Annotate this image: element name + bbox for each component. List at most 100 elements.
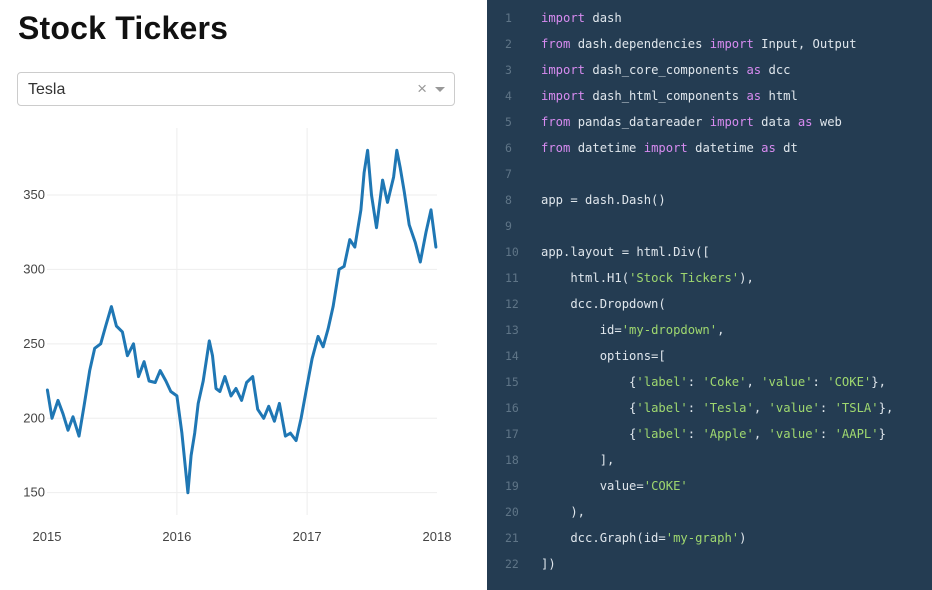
code-token: 'label' <box>636 427 688 441</box>
code-token: 'COKE' <box>643 479 688 493</box>
code-token: } <box>878 427 886 441</box>
code-token: html <box>761 89 798 103</box>
code-token: { <box>541 401 637 415</box>
code-token: pandas_datareader <box>570 115 710 129</box>
code-token: 'AAPL' <box>834 427 879 441</box>
line-number: 17 <box>505 427 519 441</box>
code-token: dcc.Dropdown( <box>541 297 666 311</box>
code-text: app.layout = html.Div([ <box>541 239 710 265</box>
x-tick-label: 2015 <box>33 529 62 544</box>
line-number: 1 <box>505 11 512 25</box>
x-tick-label: 2016 <box>162 529 191 544</box>
code-token: , <box>753 401 769 415</box>
code-text: from datetime import datetime as dt <box>541 135 798 161</box>
code-text: ), <box>541 499 585 525</box>
line-number: 6 <box>505 141 512 155</box>
code-text: value='COKE' <box>541 473 688 499</box>
y-tick-label: 350 <box>23 187 45 202</box>
code-token: : <box>687 375 703 389</box>
code-token: 'Tesla' <box>702 401 754 415</box>
code-text: {'label': 'Tesla', 'value': 'TSLA'}, <box>541 395 893 421</box>
x-tick-label: 2018 <box>423 529 452 544</box>
code-panel: 1 import dash 2 from dash.dependencies impo… <box>487 0 932 590</box>
code-token: ]) <box>541 557 556 571</box>
code-token: dash <box>585 11 622 25</box>
code-token: import <box>643 141 688 155</box>
code-token: 'COKE' <box>827 375 872 389</box>
code-token: import <box>541 11 586 25</box>
code-token: , <box>746 375 762 389</box>
line-number: 18 <box>505 453 519 467</box>
y-tick-label: 300 <box>23 261 45 276</box>
line-number: 5 <box>505 115 512 129</box>
line-number: 3 <box>505 63 512 77</box>
code-token: ) <box>739 531 747 545</box>
code-token: : <box>687 401 703 415</box>
code-token: }, <box>871 375 886 389</box>
code-token: dcc.Graph(id= <box>541 531 666 545</box>
code-token: import <box>709 115 754 129</box>
code-token: { <box>541 427 637 441</box>
code-token: html.H1( <box>541 271 630 285</box>
code-token: datetime <box>570 141 644 155</box>
code-token: 'label' <box>636 401 688 415</box>
code-token: import <box>541 63 586 77</box>
code-token: import <box>709 37 754 51</box>
line-number: 11 <box>505 271 519 285</box>
code-token: dash_html_components <box>585 89 747 103</box>
code-token: ), <box>739 271 754 285</box>
app-panel: Stock Tickers Tesla × 150 200 250 300 350 201… <box>0 0 487 590</box>
code-token: 'label' <box>636 375 688 389</box>
code-token: , <box>753 427 769 441</box>
code-token: 'Apple' <box>702 427 754 441</box>
code-token: options=[ <box>541 349 666 363</box>
code-token: app = dash.Dash() <box>541 193 666 207</box>
code-token: as <box>746 63 762 77</box>
stock-chart[interactable]: 150 200 250 300 350 2015 2016 2017 2018 <box>0 0 487 590</box>
code-text: html.H1('Stock Tickers'), <box>541 265 754 291</box>
line-number: 9 <box>505 219 512 233</box>
y-tick-label: 200 <box>23 410 45 425</box>
code-token: as <box>746 89 762 103</box>
line-number: 16 <box>505 401 519 415</box>
code-text: import dash_core_components as dcc <box>541 57 791 83</box>
code-token: 'my-graph' <box>665 531 740 545</box>
chevron-down-icon[interactable] <box>435 87 445 92</box>
code-text: app = dash.Dash() <box>541 187 666 213</box>
line-number: 20 <box>505 505 519 519</box>
line-number: 10 <box>505 245 519 259</box>
code-token: dash_core_components <box>585 63 747 77</box>
code-token: as <box>797 115 813 129</box>
code-text: id='my-dropdown', <box>541 317 725 343</box>
code-token: from <box>541 115 571 129</box>
code-token: web <box>812 115 842 129</box>
code-token: , <box>717 323 725 337</box>
line-number: 21 <box>505 531 519 545</box>
code-token: from <box>541 141 571 155</box>
line-number: 13 <box>505 323 519 337</box>
code-token: dt <box>775 141 798 155</box>
code-token: as <box>761 141 776 155</box>
stock-dropdown[interactable]: Tesla × <box>17 72 455 106</box>
code-text: {'label': 'Apple', 'value': 'AAPL'} <box>541 421 886 447</box>
code-token: datetime <box>687 141 762 155</box>
code-token: 'value' <box>768 401 820 415</box>
code-token: value= <box>541 479 644 493</box>
code-token: }, <box>878 401 894 415</box>
code-token: : <box>819 401 835 415</box>
code-text: {'label': 'Coke', 'value': 'COKE'}, <box>541 369 886 395</box>
code-text: ], <box>541 447 615 473</box>
line-number: 12 <box>505 297 519 311</box>
line-number: 14 <box>505 349 519 363</box>
code-text: import dash_html_components as html <box>541 83 798 109</box>
code-token: dcc <box>761 63 791 77</box>
line-number: 22 <box>505 557 519 571</box>
code-token: dash.dependencies <box>570 37 710 51</box>
code-token: Input, Output <box>753 37 857 51</box>
code-token: 'my-dropdown' <box>621 323 718 337</box>
line-number: 19 <box>505 479 519 493</box>
line-number: 8 <box>505 193 512 207</box>
code-token: 'Stock Tickers' <box>629 271 740 285</box>
clear-icon[interactable]: × <box>417 79 427 98</box>
line-number: 4 <box>505 89 512 103</box>
